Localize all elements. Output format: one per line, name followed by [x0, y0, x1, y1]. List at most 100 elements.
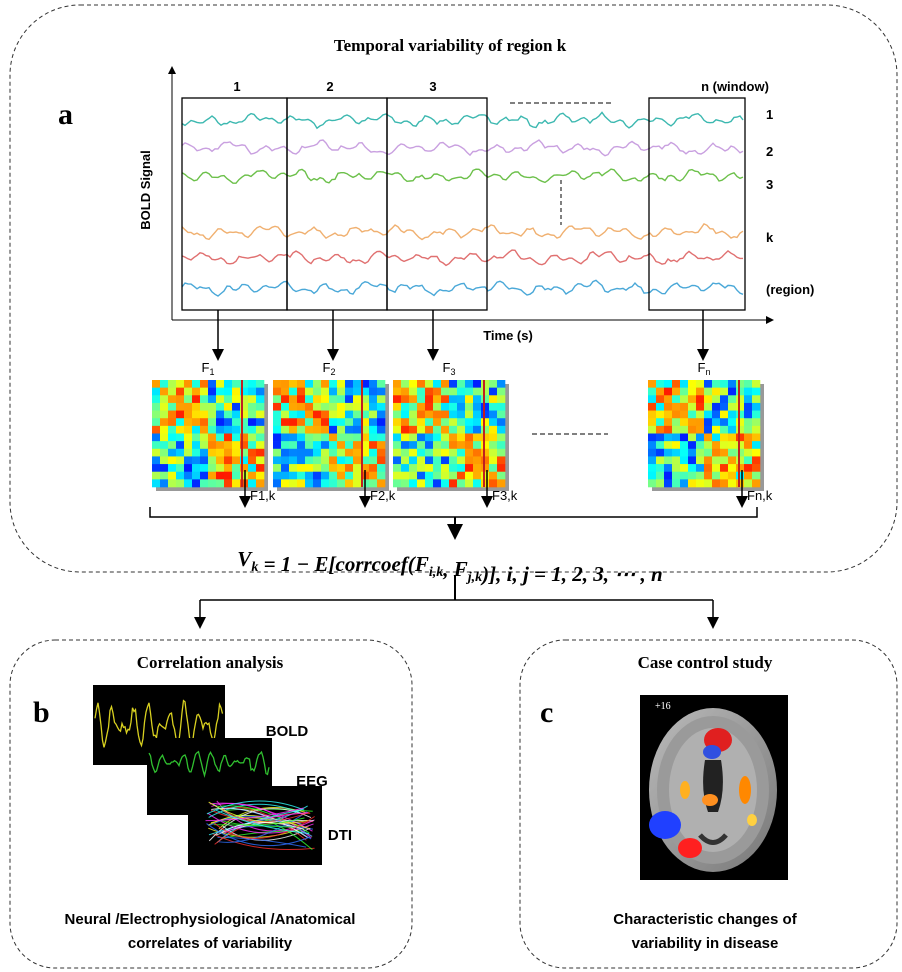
matrix-cell: [297, 380, 305, 388]
matrix-cell: [168, 456, 176, 464]
matrix-cell: [216, 456, 224, 464]
matrix-cell: [337, 395, 345, 403]
matrix-cell: [680, 418, 688, 426]
matrix-cell: [704, 426, 712, 434]
formula-subscript: i,k: [429, 565, 443, 580]
matrix-cell: [305, 418, 313, 426]
matrix-cell: [281, 464, 289, 472]
matrix-cell: [425, 403, 433, 411]
matrix-cell: [728, 449, 736, 457]
matrix-cell: [744, 380, 752, 388]
matrix-cell: [224, 456, 232, 464]
matrix-cell: [401, 456, 409, 464]
matrix-cell: [281, 388, 289, 396]
matrix-cell: [224, 388, 232, 396]
matrix-cell: [256, 426, 264, 434]
matrix-cell: [672, 449, 680, 457]
matrix-cell: [752, 411, 760, 419]
matrix-cell: [160, 388, 168, 396]
matrix-cell: [337, 449, 345, 457]
matrix-cell: [696, 418, 704, 426]
matrix-cell: [184, 395, 192, 403]
matrix-cell: [297, 449, 305, 457]
matrix-cell: [481, 426, 489, 434]
matrix-cell: [297, 426, 305, 434]
matrix-cell: [321, 464, 329, 472]
matrix-cell: [656, 472, 664, 480]
matrix-cell: [752, 472, 760, 480]
matrix-cell: [297, 479, 305, 487]
matrix-cell: [184, 441, 192, 449]
matrix-cell: [680, 456, 688, 464]
matrix-cell: [192, 479, 200, 487]
matrix-cell: [449, 426, 457, 434]
matrix-cell: [192, 464, 200, 472]
matrix-cell: [176, 418, 184, 426]
matrix-cell: [297, 441, 305, 449]
matrix-cell: [401, 418, 409, 426]
formula-subscript: k: [251, 560, 258, 575]
matrix-cell: [752, 456, 760, 464]
matrix-cell: [232, 464, 240, 472]
matrix-cell: [337, 388, 345, 396]
matrix-cell: [704, 472, 712, 480]
matrix-cell: [224, 426, 232, 434]
matrix-cell: [289, 464, 297, 472]
matrix-cell: [256, 395, 264, 403]
matrix-cell: [457, 449, 465, 457]
matrix-cell: [393, 395, 401, 403]
matrix-cell: [160, 449, 168, 457]
matrix-cell: [192, 418, 200, 426]
matrix-cell: [176, 426, 184, 434]
matrix-cell: [248, 380, 256, 388]
matrix-cell: [393, 380, 401, 388]
matrix-cell: [160, 441, 168, 449]
matrix-cell: [696, 479, 704, 487]
matrix-cell: [273, 441, 281, 449]
matrix-cell: [273, 411, 281, 419]
matrix-cell: [289, 449, 297, 457]
matrix-cell: [273, 395, 281, 403]
matrix-cell: [736, 426, 744, 434]
matrix-cell: [168, 472, 176, 480]
matrix-cell: [648, 449, 656, 457]
bold-signal: [182, 112, 743, 128]
matrix-cell: [232, 418, 240, 426]
matrix-cell: [656, 403, 664, 411]
matrix-name: F: [698, 360, 706, 375]
matrix-cell: [289, 411, 297, 419]
matrix-cell: [305, 456, 313, 464]
matrix-cell: [465, 434, 473, 442]
matrix-cell: [441, 464, 449, 472]
matrix-cell: [313, 388, 321, 396]
matrix-cell: [393, 464, 401, 472]
modality-label: DTI: [328, 827, 352, 844]
caption: Neural /Electrophysiological /Anatomical: [65, 911, 356, 928]
matrix-cell: [497, 380, 505, 388]
matrix-cell: [168, 449, 176, 457]
matrix-cell: [281, 426, 289, 434]
matrix-cell: [329, 403, 337, 411]
matrix-cell: [441, 395, 449, 403]
formula-subscript: j,k: [466, 570, 482, 585]
matrix-cell: [433, 456, 441, 464]
matrix-cell: [337, 418, 345, 426]
matrix-cell: [489, 403, 497, 411]
matrix-cell: [417, 472, 425, 480]
matrix-cell: [160, 456, 168, 464]
matrix-cell: [449, 449, 457, 457]
panel-label: a: [58, 98, 73, 131]
matrix-cell: [680, 426, 688, 434]
matrix-cell: [425, 464, 433, 472]
matrix-cell: [648, 441, 656, 449]
matrix-cell: [369, 479, 377, 487]
matrix: [152, 380, 264, 487]
matrix-cell: [200, 395, 208, 403]
matrix-cell: [273, 380, 281, 388]
matrix-cell: [417, 441, 425, 449]
matrix-cell: [736, 441, 744, 449]
matrix-cell: [433, 472, 441, 480]
matrix-cell: [152, 472, 160, 480]
matrix-cell: [313, 426, 321, 434]
matrix-cell: [329, 479, 337, 487]
